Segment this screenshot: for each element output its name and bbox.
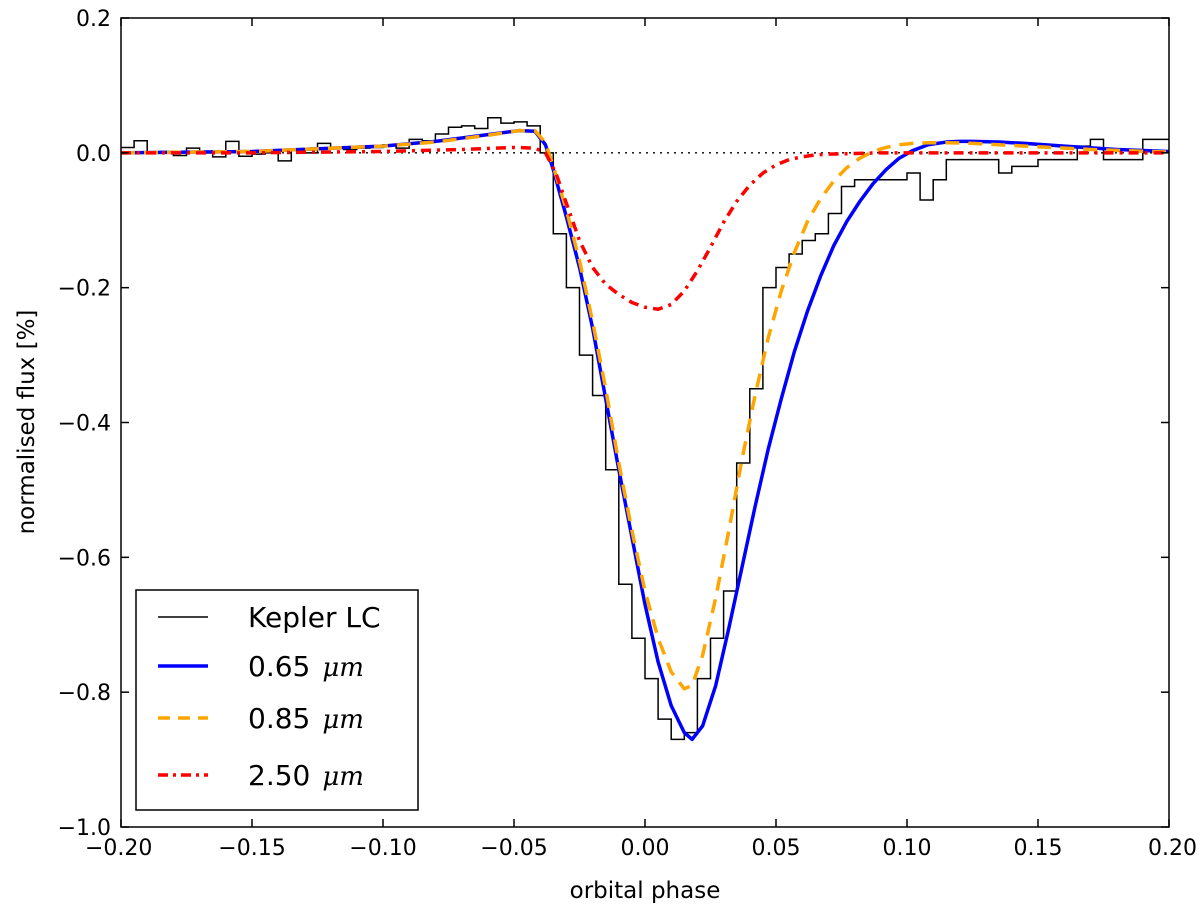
y-tick-label: −0.8	[58, 681, 111, 706]
legend: Kepler LC 0.65 μm 0.85 μm 2.50 μm	[135, 589, 419, 811]
x-tick-label: 0.05	[752, 836, 801, 861]
y-tick-label: 0.0	[76, 142, 111, 167]
x-tick-label: −0.20	[85, 836, 152, 861]
legend-entry-0.65um: 0.65 μm	[248, 650, 364, 683]
data-layer	[120, 117, 1170, 742]
x-tick-label: −0.05	[480, 836, 547, 861]
y-tick-label: −0.4	[58, 412, 111, 437]
y-tick-label: −1.0	[58, 816, 111, 841]
legend-entry-0.85um: 0.85 μm	[248, 702, 364, 735]
x-axis-label: orbital phase	[570, 878, 721, 904]
legend-label-0.65um: 0.65	[248, 650, 310, 683]
series-2.50um	[121, 145, 1169, 311]
legend-label-0.85um: 0.85	[248, 702, 310, 735]
x-tick-label: 0.00	[621, 836, 670, 861]
legend-label-2.50um: 2.50	[248, 759, 310, 792]
ticks-layer: −0.20 −0.15 −0.10 −0.05 0.00 0.05 0.10 0.15 0.20…	[58, 7, 1197, 861]
series-0.85um	[120, 128, 1170, 691]
legend-unit-2.50um: μm	[322, 762, 364, 792]
series-kepler-lc	[121, 117, 1169, 741]
legend-label-kepler-lc: Kepler LC	[248, 601, 381, 634]
y-axis-label: normalised flux [%]	[14, 310, 40, 535]
y-tick-label: −0.2	[58, 277, 111, 302]
legend-unit-0.65um: μm	[322, 653, 364, 683]
legend-entry-2.50um: 2.50 μm	[248, 759, 364, 792]
legend-unit-0.85um: μm	[322, 705, 364, 735]
x-tick-label: 0.20	[1148, 836, 1197, 861]
y-tick-label: 0.2	[76, 7, 111, 32]
x-tick-label: −0.15	[218, 836, 285, 861]
x-tick-label: 0.10	[883, 836, 932, 861]
y-tick-label: −0.6	[58, 546, 111, 571]
x-tick-label: −0.10	[349, 836, 416, 861]
x-tick-label: 0.15	[1014, 836, 1063, 861]
